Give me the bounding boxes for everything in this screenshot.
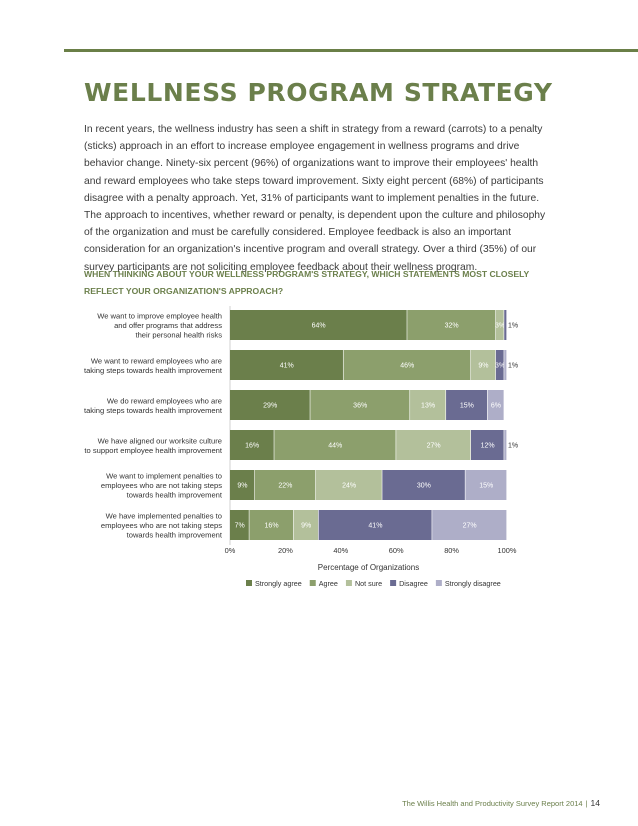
data-label: 16% xyxy=(245,443,259,450)
bar-segment xyxy=(407,310,496,340)
legend-label: Agree xyxy=(319,579,338,588)
bar-segment xyxy=(470,430,504,460)
legend-label: Disagree xyxy=(399,579,428,588)
legend-label: Strongly disagree xyxy=(445,579,501,588)
bar-segment xyxy=(230,470,255,500)
data-label: 16% xyxy=(265,523,279,530)
legend-swatch xyxy=(390,580,397,586)
category-label: towards health improvement xyxy=(127,531,223,540)
bar-segment xyxy=(396,430,471,460)
category-label: taking steps towards health improvement xyxy=(84,406,223,415)
category-label: We want to improve employee health xyxy=(97,312,222,321)
intro-paragraph: In recent years, the wellness industry h… xyxy=(84,124,546,273)
x-tick-label: 60% xyxy=(389,546,404,555)
legend-swatch xyxy=(435,580,442,586)
legend-label: Not sure xyxy=(355,579,382,588)
legend-swatch xyxy=(246,580,252,586)
bar-segment xyxy=(254,470,316,500)
data-label: 29% xyxy=(263,403,277,410)
data-label: 15% xyxy=(460,403,474,410)
page-number: 14 xyxy=(590,798,600,808)
bar-segment xyxy=(504,350,507,380)
page-footer: The Willis Health and Productivity Surve… xyxy=(402,798,600,808)
x-axis-title: Percentage of Organizations xyxy=(318,563,419,572)
bar-segment xyxy=(310,390,410,420)
bar-segment xyxy=(274,430,396,460)
data-label: 27% xyxy=(463,523,477,530)
footer-separator: | xyxy=(585,799,588,808)
bar-segment xyxy=(230,390,310,420)
bar-segment xyxy=(230,430,274,460)
x-tick-label: 20% xyxy=(278,546,293,555)
data-label: 1% xyxy=(508,443,518,450)
data-label: 44% xyxy=(328,443,342,450)
data-label: 22% xyxy=(278,483,292,490)
bar-segment xyxy=(470,350,496,380)
page-title: WELLNESS PROGRAM STRATEGY xyxy=(84,78,553,107)
footer-report-name: The Willis Health and Productivity Surve… xyxy=(402,799,583,808)
data-label: 27% xyxy=(427,443,441,450)
data-label: 9% xyxy=(301,523,311,530)
data-label: 6% xyxy=(491,403,501,410)
category-label: employees who are not taking steps xyxy=(101,481,222,490)
data-label: 7% xyxy=(235,523,245,530)
bar-segment xyxy=(318,510,432,540)
legend-label: Strongly agree xyxy=(255,579,302,588)
bar-segment xyxy=(382,470,465,500)
data-label: 46% xyxy=(400,363,414,370)
category-label: We want to implement penalties to xyxy=(106,472,222,481)
data-label: 41% xyxy=(368,523,382,530)
data-label: 3% xyxy=(495,363,505,370)
category-label: We want to reward employees who are xyxy=(91,356,222,365)
category-label: towards health improvement xyxy=(127,491,223,500)
data-label: 1% xyxy=(508,363,518,370)
x-tick-label: 100% xyxy=(498,546,517,555)
x-tick-label: 0% xyxy=(225,546,236,555)
bar-segment xyxy=(230,510,249,540)
data-label: 36% xyxy=(353,403,367,410)
category-label: We have implemented penalties to xyxy=(106,512,222,521)
category-label: employees who are not taking steps xyxy=(101,521,222,530)
category-label: to support employee health improvement xyxy=(84,446,222,455)
bar-segment xyxy=(315,470,382,500)
bar-segment xyxy=(230,350,343,380)
chart-question: WHEN THINKING ABOUT YOUR WELLNESS PROGRA… xyxy=(84,269,530,296)
data-label: 24% xyxy=(342,483,356,490)
x-tick-label: 40% xyxy=(333,546,348,555)
bar-segment xyxy=(432,510,507,540)
bar-segment xyxy=(293,510,319,540)
data-label: 1% xyxy=(508,323,518,330)
bar-segment xyxy=(230,310,407,340)
data-label: 9% xyxy=(237,483,247,490)
bar-segment xyxy=(249,510,294,540)
data-label: 41% xyxy=(280,363,294,370)
data-label: 13% xyxy=(421,403,435,410)
category-label: their personal health risks xyxy=(135,331,222,340)
bar-segment xyxy=(495,350,504,380)
data-label: 30% xyxy=(417,483,431,490)
bar-segment xyxy=(465,470,507,500)
top-rule xyxy=(64,49,638,52)
bar-segment xyxy=(504,430,507,460)
bar-segment xyxy=(495,310,504,340)
category-label: taking steps towards health improvement xyxy=(84,366,223,375)
bar-segment xyxy=(410,390,446,420)
data-label: 15% xyxy=(479,483,493,490)
category-label: We do reward employees who are xyxy=(107,396,222,405)
data-label: 64% xyxy=(312,323,326,330)
data-label: 12% xyxy=(481,443,495,450)
data-label: 32% xyxy=(445,323,459,330)
bar-segment xyxy=(487,390,504,420)
legend-swatch xyxy=(309,580,316,586)
category-label: and offer programs that address xyxy=(114,321,222,330)
bar-segment xyxy=(446,390,488,420)
data-label: 3% xyxy=(495,323,505,330)
legend-swatch xyxy=(345,580,352,586)
bar-segment xyxy=(343,350,471,380)
x-tick-label: 80% xyxy=(444,546,459,555)
bar-segment xyxy=(504,310,507,340)
data-label: 9% xyxy=(478,363,488,370)
category-label: We have aligned our worksite culture xyxy=(98,436,222,445)
